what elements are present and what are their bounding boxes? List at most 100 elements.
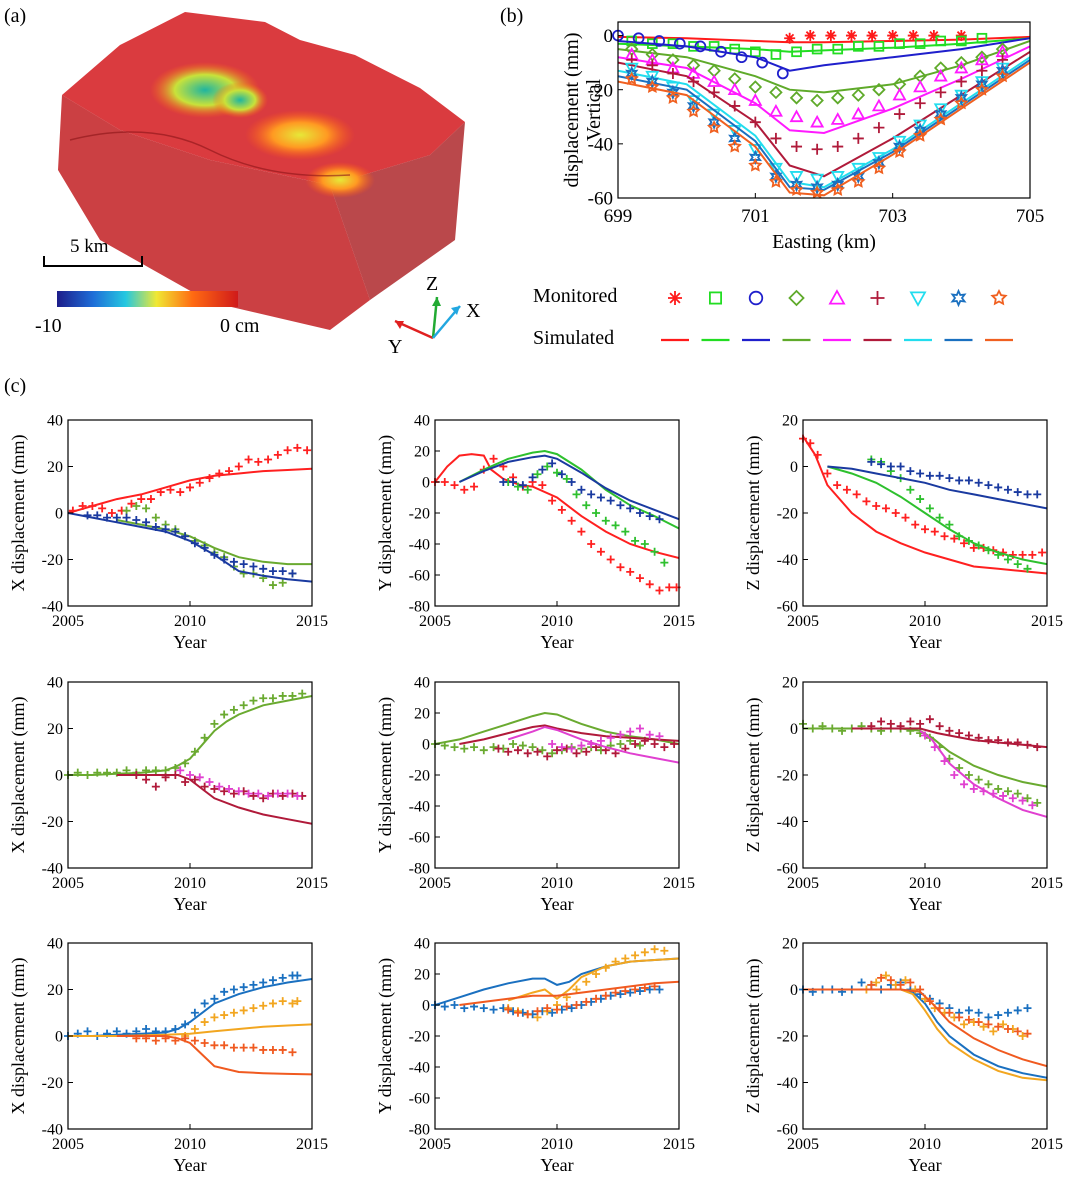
monitored-point-0	[804, 30, 816, 42]
monitored-point-2	[616, 730, 625, 739]
monitored-point-2	[200, 543, 209, 552]
y-tick-label: -20	[409, 506, 430, 523]
y-tick-label: 20	[47, 982, 63, 999]
monitored-point-0	[823, 469, 832, 478]
monitored-point-2	[582, 997, 591, 1006]
monitored-point-0	[303, 446, 312, 455]
monitored-point-1	[976, 32, 988, 44]
simulated-line-2	[459, 980, 679, 1006]
monitored-point-2	[523, 1010, 532, 1019]
monitored-point-2	[616, 501, 625, 510]
y-tick-label: 20	[47, 721, 63, 738]
monitored-point-0	[891, 509, 900, 517]
x-tick-label: 2015	[1031, 875, 1063, 892]
monitored-point-7	[954, 90, 969, 106]
monitored-point-0	[635, 987, 644, 996]
monitored-point-2	[288, 569, 297, 578]
monitored-point-1	[886, 719, 895, 728]
monitored-point-2	[989, 789, 998, 798]
monitored-point-4	[871, 98, 886, 112]
monitored-point-1	[974, 541, 983, 550]
monitored-point-0	[626, 988, 635, 997]
panel-label-b: (b)	[500, 5, 523, 27]
monitored-point-2	[225, 784, 234, 793]
monitored-point-5	[976, 65, 988, 77]
monitored-point-0	[866, 30, 878, 42]
chart-vertical-displacement: 699 701 703 705 0 -20 -40 -60 Easting (km) Vertic…	[561, 21, 1044, 253]
monitored-point-2	[244, 789, 253, 798]
monitored-point-5	[770, 132, 782, 144]
monitored-point-1	[896, 722, 905, 731]
monitored-point-0	[200, 999, 209, 1008]
monitored-point-2	[587, 740, 596, 748]
monitored-point-2	[867, 457, 876, 466]
monitored-point-7	[789, 176, 804, 193]
monitored-point-0	[460, 1004, 469, 1013]
monitored-point-2	[572, 1001, 581, 1009]
monitored-point-0	[93, 768, 102, 777]
monitored-point-0	[450, 1001, 459, 1009]
monitored-point-2	[640, 983, 649, 992]
monitored-point-5	[873, 122, 885, 134]
monitored-point-7	[831, 176, 845, 193]
monitored-point-0	[509, 740, 518, 748]
monitored-point-0	[440, 478, 449, 486]
monitored-point-3	[872, 82, 886, 97]
monitored-point-4	[954, 60, 969, 74]
x-tick-label: 2010	[909, 875, 941, 892]
monitored-point-2	[103, 513, 112, 522]
monitored-point-6	[789, 171, 804, 184]
monitored-point-2	[945, 474, 954, 483]
monitored-point-0	[806, 439, 815, 448]
x-tick-label: 2005	[52, 1136, 84, 1153]
y-tick-label: -20	[588, 80, 613, 101]
y-tick-label: 0	[55, 506, 63, 523]
monitored-point-2	[896, 462, 905, 471]
monitored-point-1	[523, 485, 532, 494]
monitored-point-0	[450, 481, 459, 490]
monitored-point-1	[906, 485, 915, 494]
legend-monitored-marker	[748, 290, 764, 306]
simulated-line-1	[116, 774, 312, 825]
monitored-point-2	[930, 743, 939, 752]
monitored-point-0	[518, 741, 527, 750]
monitored-point-0	[293, 971, 302, 980]
monitored-point-1	[151, 513, 160, 522]
monitored-point-0	[161, 766, 170, 775]
monitored-point-1	[142, 504, 151, 513]
monitored-point-1	[877, 717, 886, 726]
monitored-point-2	[210, 550, 219, 559]
monitored-point-2	[596, 493, 605, 502]
monitored-point-2	[906, 467, 915, 476]
monitored-point-7	[810, 179, 824, 195]
monitored-point-6	[913, 119, 928, 133]
monitored-point-2	[499, 478, 508, 486]
monitored-point-0	[928, 30, 940, 42]
monitored-point-1	[582, 501, 591, 510]
monitored-point-2	[877, 460, 886, 469]
monitored-point-2	[984, 1020, 993, 1029]
monitored-point-2	[964, 476, 973, 485]
monitored-point-4	[748, 93, 763, 106]
monitored-point-0	[151, 766, 160, 775]
monitored-point-0	[964, 1006, 973, 1015]
monitored-point-2	[645, 730, 654, 739]
colorbar-max-label: 0 cm	[220, 315, 260, 337]
legend-monitored-marker	[828, 289, 846, 305]
monitored-point-1	[523, 749, 532, 758]
monitored-point-5	[646, 59, 658, 71]
monitored-point-0	[1003, 787, 1012, 796]
monitored-point-0	[186, 483, 194, 492]
monitored-point-1	[945, 520, 954, 529]
monitored-point-8	[789, 182, 804, 196]
monitored-point-2	[867, 980, 876, 989]
monitored-point-2	[655, 732, 664, 741]
monitored-point-0	[538, 481, 547, 490]
monitored-point-1	[750, 46, 761, 58]
simulated-line-0	[68, 978, 312, 1037]
legend-simulated-label: Simulated	[533, 327, 614, 349]
y-axis-label: displacement (mm)	[561, 33, 583, 188]
monitored-point-3	[810, 93, 824, 108]
legend-monitored-marker	[990, 288, 1008, 306]
monitored-point-2	[278, 1045, 287, 1054]
